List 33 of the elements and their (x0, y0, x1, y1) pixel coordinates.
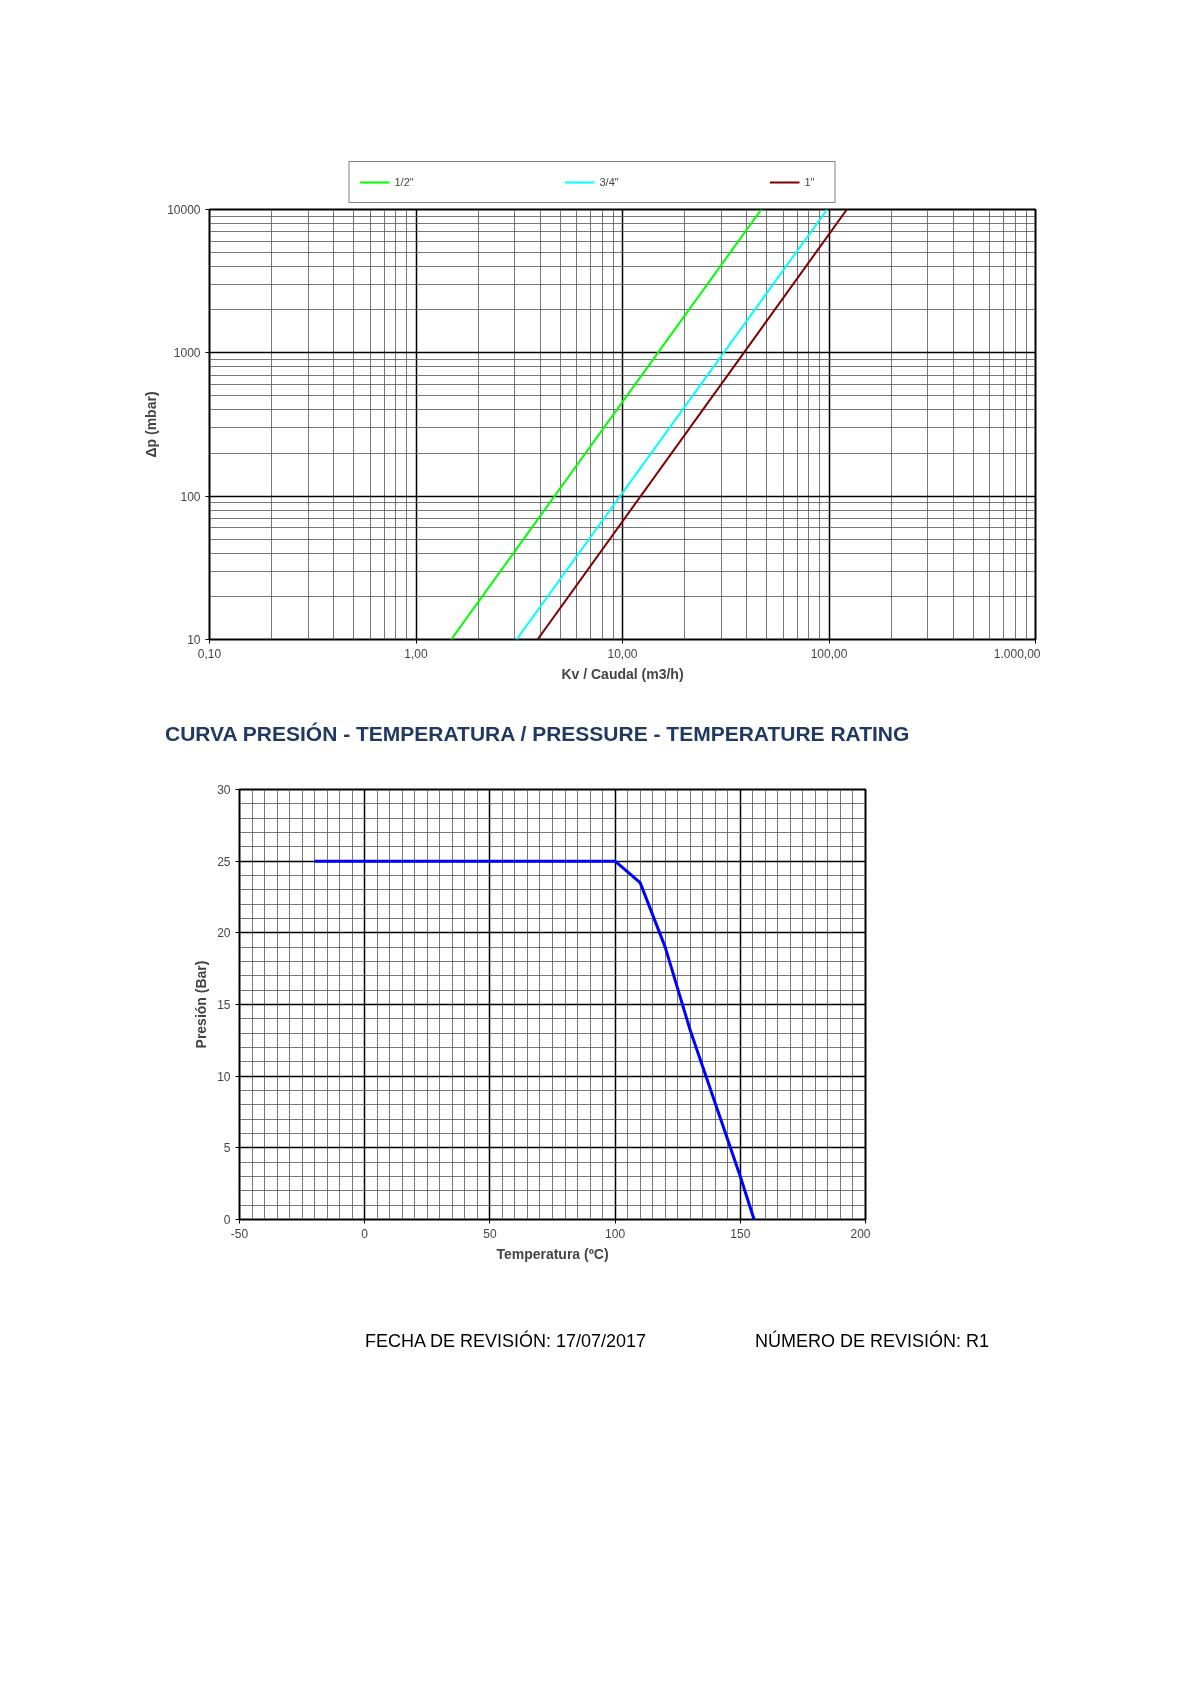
text: FECHA DE REVISIÓN: 17/07/2017 (365, 1329, 647, 1353)
y-tick-label: 100 (180, 489, 201, 504)
x-tick-label: 1.000,00 (993, 646, 1041, 661)
legend-label: 3/4" (599, 176, 620, 188)
x-tick-label: 200 (850, 1226, 871, 1241)
y-tick-label: 10 (217, 1069, 231, 1084)
chart-title: CURVA PRESIÓN - TEMPERATURA / PRESSURE - TEMPERATURE RATING (165, 721, 910, 747)
x-tick-label: 0 (361, 1226, 369, 1241)
x-tick-label: 100 (605, 1226, 626, 1241)
y-tick-label: 20 (217, 926, 231, 941)
x-tick-label: 100,00 (810, 646, 848, 661)
x-tick-label: 50 (483, 1226, 497, 1241)
x-axis-title: Temperatura (ºC) (496, 1245, 609, 1262)
y-axis-title: Δp (mbar) (143, 391, 160, 458)
x-axis-title: Kv / Caudal (m3/h) (561, 665, 684, 682)
legend-label: 1" (804, 176, 816, 188)
x-tick-label: -50 (230, 1226, 249, 1241)
x-tick-label: 150 (730, 1226, 751, 1241)
text: NÚMERO DE REVISIÓN: R1 (755, 1329, 990, 1353)
y-tick-label: 5 (223, 1141, 231, 1156)
x-tick-label: 10,00 (607, 646, 638, 661)
line-series (313, 859, 756, 1220)
x-tick-label: 0,10 (197, 646, 222, 661)
y-axis-title: Presión (Bar) (193, 960, 210, 1049)
y-tick-label: 10 (187, 633, 201, 647)
y-tick-label: 0 (223, 1213, 231, 1227)
y-tick-label: 25 (217, 854, 231, 869)
y-tick-label: 30 (217, 783, 231, 797)
x-tick-label: 1,00 (404, 646, 428, 661)
y-tick-label: 1000 (173, 346, 201, 361)
legend-label: 1/2" (394, 176, 415, 188)
y-tick-label: 15 (217, 998, 231, 1012)
y-tick-label: 10000 (167, 203, 201, 217)
